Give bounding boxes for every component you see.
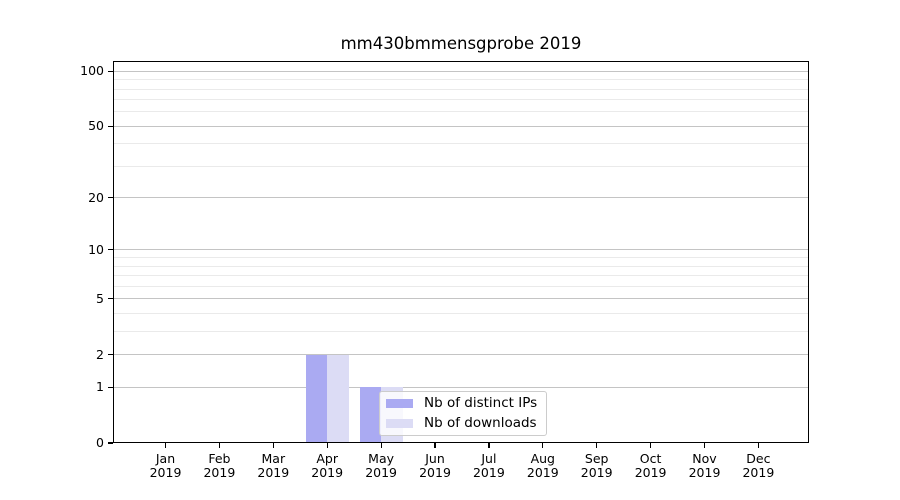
x-tick-month: Mar [261, 451, 286, 466]
y-tick-5 [107, 298, 113, 300]
x-tick-month: Nov [692, 451, 717, 466]
x-tick-label-mar: Mar 2019 [246, 452, 300, 479]
gridline-minor-8 [114, 265, 808, 267]
x-tick-label-aug: Aug 2019 [516, 452, 570, 479]
y-tick-label-50: 50 [88, 118, 104, 134]
y-tick-label-2: 2 [96, 346, 104, 362]
y-tick-0 [107, 442, 113, 444]
x-tick-year: 2019 [742, 464, 775, 480]
x-tick-aug [542, 443, 544, 448]
x-tick-label-may: May 2019 [354, 452, 408, 479]
x-tick-jun [434, 443, 436, 448]
y-tick-label-10: 10 [88, 241, 104, 257]
legend-item-distinct-ips: Nb of distinct IPs [386, 396, 538, 411]
x-tick-label-apr: Apr 2019 [300, 452, 354, 479]
gridline-minor-7 [114, 275, 808, 276]
gridline-major-100 [114, 70, 808, 72]
x-tick-year: 2019 [257, 464, 290, 480]
legend-label-distinct-ips: Nb of distinct IPs [424, 395, 538, 411]
legend-item-downloads: Nb of downloads [386, 416, 538, 431]
x-tick-jan [164, 443, 167, 448]
legend-swatch-downloads [386, 419, 413, 428]
x-tick-label-jul: Jul 2019 [462, 452, 516, 479]
x-tick-year: 2019 [580, 464, 613, 480]
x-tick-year: 2019 [149, 464, 182, 480]
x-tick-month: Aug [530, 451, 555, 466]
gridline-major-50 [114, 125, 808, 127]
y-tick-10 [107, 249, 113, 251]
legend-label-downloads: Nb of downloads [424, 415, 537, 431]
x-tick-month: Apr [316, 451, 338, 466]
x-tick-label-dec: Dec 2019 [731, 452, 785, 479]
x-tick-label-feb: Feb 2019 [192, 452, 246, 479]
legend-swatch-distinct-ips [386, 399, 413, 408]
x-tick-year: 2019 [472, 464, 505, 480]
gridline-minor-90 [114, 79, 808, 81]
gridline-minor-3 [114, 330, 808, 332]
x-tick-label-jan: Jan 2019 [139, 452, 193, 479]
x-tick-dec [757, 443, 760, 448]
plot-area [113, 61, 809, 443]
x-tick-label-jun: Jun 2019 [408, 452, 462, 479]
x-tick-oct [649, 443, 652, 448]
gridline-minor-60 [114, 111, 808, 113]
y-tick-20 [107, 197, 113, 199]
x-tick-year: 2019 [688, 464, 721, 480]
gridline-minor-9 [114, 257, 808, 258]
gridline-minor-30 [114, 165, 808, 167]
x-tick-month: Sep [584, 451, 609, 466]
x-tick-may [380, 443, 382, 448]
x-tick-month: Jun [425, 451, 445, 466]
y-tick-2 [107, 353, 113, 356]
x-tick-apr [326, 443, 328, 448]
legend: Nb of distinct IPs Nb of downloads [379, 391, 547, 436]
x-tick-year: 2019 [365, 464, 397, 480]
gridline-minor-80 [114, 88, 808, 90]
bar-nb-of-distinct-ips-apr [305, 354, 328, 443]
y-tick-label-100: 100 [80, 63, 104, 79]
gridline-major-5 [114, 298, 808, 300]
y-tick-label-20: 20 [88, 189, 104, 205]
gridline-major-20 [114, 197, 808, 199]
gridline-minor-4 [114, 312, 808, 314]
gridline-major-2 [114, 354, 808, 355]
x-tick-month: Jul [481, 451, 497, 466]
gridline-minor-70 [114, 99, 808, 101]
y-tick-label-1: 1 [96, 379, 104, 395]
bar-nb-of-distinct-ips-may [359, 387, 382, 443]
x-tick-month: Dec [746, 451, 771, 466]
x-tick-year: 2019 [203, 464, 236, 480]
y-tick-50 [107, 125, 113, 127]
x-tick-jul [488, 443, 490, 448]
x-tick-nov [703, 443, 706, 448]
x-tick-mar [272, 443, 274, 448]
x-tick-label-sep: Sep 2019 [570, 452, 624, 479]
x-tick-year: 2019 [634, 464, 667, 480]
x-tick-year: 2019 [419, 464, 451, 480]
y-tick-label-5: 5 [96, 290, 104, 306]
x-tick-month: May [368, 451, 395, 466]
y-tick-100 [107, 70, 113, 72]
y-tick-label-0: 0 [96, 435, 104, 450]
chart-title: mm430bmmensgprobe 2019 [340, 34, 582, 53]
gridline-major-1 [114, 386, 808, 388]
x-tick-month: Feb [208, 451, 231, 466]
gridline-major-10 [114, 249, 808, 251]
x-tick-month: Oct [639, 451, 662, 466]
x-tick-year: 2019 [311, 464, 344, 480]
gridline-minor-40 [114, 143, 808, 145]
x-tick-sep [596, 443, 598, 448]
bar-nb-of-downloads-apr [327, 354, 349, 443]
y-tick-1 [107, 386, 113, 388]
x-tick-label-nov: Nov 2019 [678, 452, 732, 479]
x-tick-month: Jan [155, 451, 176, 466]
x-tick-feb [218, 443, 221, 448]
x-tick-year: 2019 [526, 464, 559, 480]
x-tick-label-oct: Oct 2019 [624, 452, 678, 479]
gridline-minor-6 [114, 285, 808, 287]
